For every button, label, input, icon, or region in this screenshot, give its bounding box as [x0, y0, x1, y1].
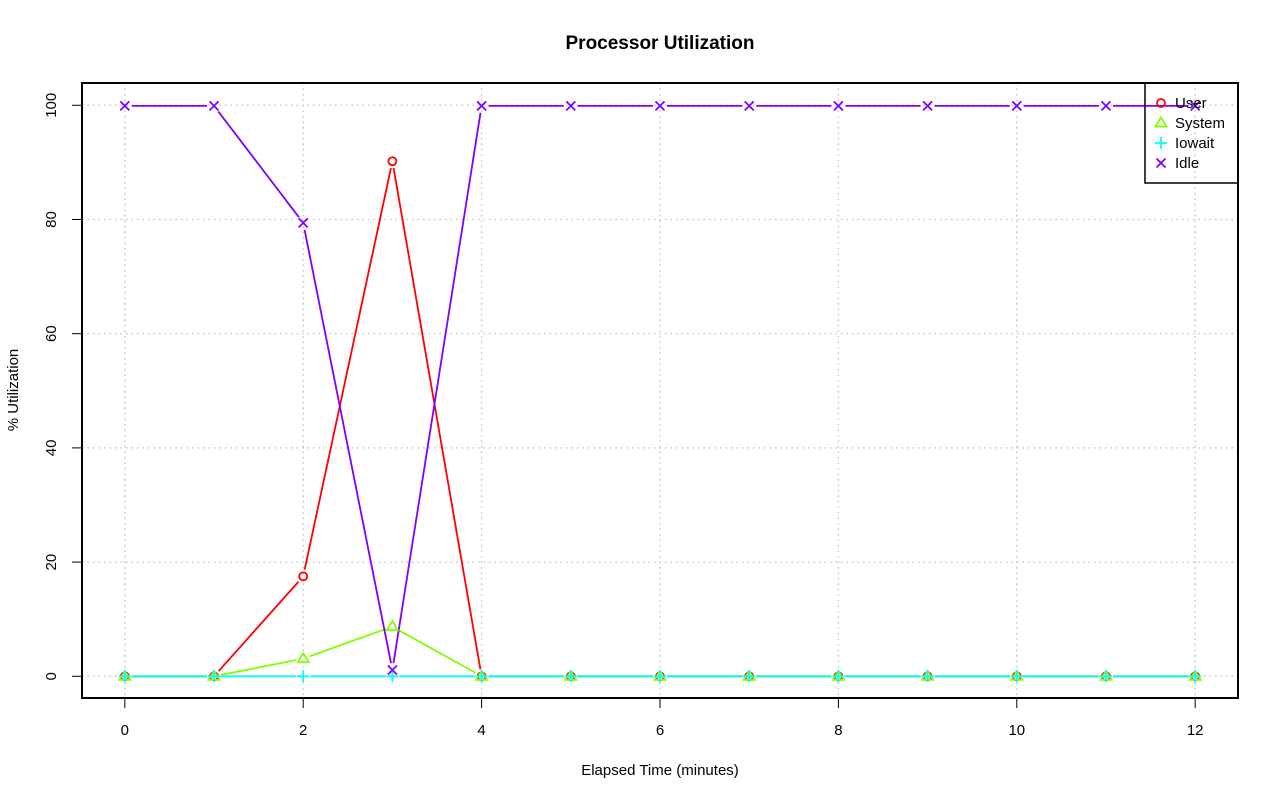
- iowait-data-point: [208, 670, 221, 683]
- idle-data-point: [1100, 100, 1112, 111]
- idle-data-point: [654, 100, 666, 111]
- iowait-data-point: [1189, 670, 1202, 683]
- iowait-data-point: [564, 670, 577, 683]
- x-tick-label: 6: [656, 722, 664, 739]
- iowait-data-point: [475, 670, 488, 683]
- idle-data-point: [833, 100, 844, 111]
- y-tick-label: 40: [43, 440, 60, 457]
- system-series-segment: [398, 629, 476, 674]
- iowait-data-point: [386, 670, 399, 683]
- legend-idle-symbol: [1155, 157, 1167, 169]
- user-series-segment: [392, 167, 482, 670]
- idle-data-point: [476, 100, 487, 111]
- system-data-point: [385, 619, 400, 632]
- y-tick-label: 20: [43, 554, 60, 571]
- user-data-point: [387, 156, 398, 167]
- idle-data-point: [1011, 100, 1022, 111]
- y-tick-label: 60: [43, 325, 60, 342]
- idle-data-point: [119, 100, 130, 111]
- legend-iowait-symbol: [1155, 137, 1167, 149]
- iowait-data-point: [654, 670, 666, 683]
- legend-system-label: System: [1175, 115, 1225, 132]
- idle-data-point: [1190, 100, 1201, 111]
- y-tick-label: 0: [43, 672, 60, 680]
- user-data-point: [298, 571, 309, 582]
- legend-box: [1144, 82, 1239, 184]
- x-tick-label: 2: [299, 722, 307, 739]
- plot-frame: [81, 82, 1239, 699]
- iowait-data-point: [297, 670, 310, 683]
- idle-data-point: [922, 100, 933, 111]
- idle-data-point: [208, 100, 220, 111]
- y-tick-label: 100: [43, 93, 60, 118]
- iowait-data-point: [1099, 670, 1112, 683]
- system-series-segment: [220, 659, 297, 676]
- legend: User System Iowait Idle: [1144, 82, 1239, 184]
- legend-user-symbol: [1156, 98, 1166, 108]
- legend-iowait-label: Iowait: [1175, 135, 1215, 152]
- iowait-data-point: [832, 670, 845, 683]
- x-axis-label: Elapsed Time (minutes): [581, 762, 739, 779]
- iowait-data-point: [118, 670, 131, 683]
- idle-series-segment: [303, 229, 392, 664]
- idle-series-segment: [217, 110, 300, 218]
- legend-user-label: User: [1175, 95, 1207, 112]
- x-tick-label: 12: [1187, 722, 1204, 739]
- idle-data-point: [744, 100, 755, 111]
- system-series-segment: [309, 628, 387, 658]
- x-tick-label: 0: [121, 722, 129, 739]
- idle-data-point: [565, 100, 576, 111]
- y-tick-label: 80: [43, 211, 60, 228]
- idle-data-point: [298, 217, 309, 229]
- x-tick-label: 4: [477, 722, 485, 739]
- idle-data-point: [387, 664, 398, 676]
- user-series-segment: [218, 580, 300, 672]
- legend-system-symbol: [1153, 115, 1169, 128]
- user-series-segment: [303, 167, 392, 570]
- legend-idle-label: Idle: [1175, 155, 1199, 172]
- x-tick-label: 8: [834, 722, 842, 739]
- chart-title: Processor Utilization: [566, 33, 755, 54]
- iowait-data-point: [743, 670, 756, 683]
- x-tick-label: 10: [1008, 722, 1025, 739]
- idle-series-segment: [392, 112, 482, 664]
- iowait-data-point: [921, 670, 934, 683]
- system-data-point: [296, 651, 311, 664]
- y-axis-label: % Utilization: [5, 349, 22, 432]
- iowait-data-point: [1010, 670, 1023, 683]
